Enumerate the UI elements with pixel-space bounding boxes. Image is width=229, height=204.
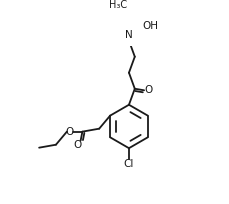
- Text: H₃C: H₃C: [109, 0, 127, 10]
- Text: N: N: [125, 30, 132, 40]
- Text: Cl: Cl: [123, 159, 134, 169]
- Text: OH: OH: [142, 21, 158, 31]
- Text: O: O: [65, 127, 73, 137]
- Text: O: O: [144, 85, 152, 95]
- Text: O: O: [73, 140, 81, 150]
